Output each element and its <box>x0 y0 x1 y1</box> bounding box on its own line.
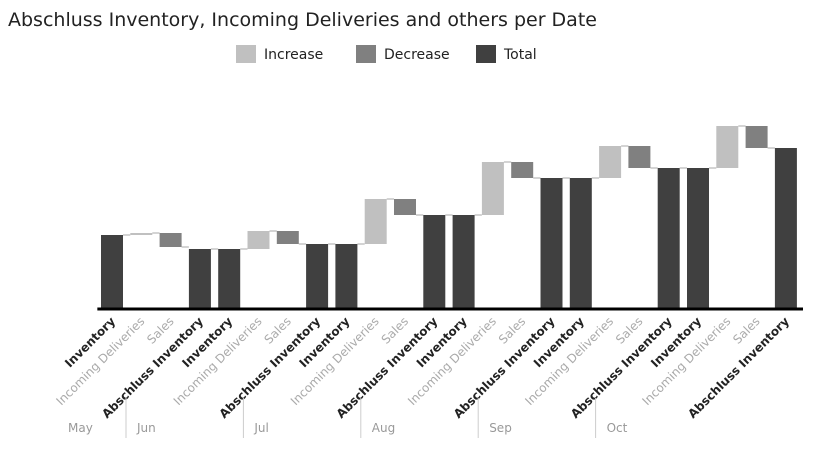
legend-label: Total <box>503 47 537 63</box>
bar <box>130 233 153 235</box>
bar <box>335 244 358 309</box>
bar <box>159 233 182 247</box>
group-label: Jun <box>136 421 156 435</box>
bar <box>218 249 241 309</box>
bar <box>481 162 504 215</box>
chart-title: Abschluss Inventory, Incoming Deliveries… <box>8 9 597 31</box>
bar <box>657 168 680 309</box>
legend-label: Increase <box>264 47 323 63</box>
bar <box>423 215 446 309</box>
bar <box>188 249 211 309</box>
group-label: Aug <box>372 421 395 435</box>
bar <box>511 162 534 178</box>
legend-swatch <box>476 45 496 63</box>
bar <box>247 231 270 249</box>
bar <box>774 148 797 309</box>
bar <box>394 199 416 215</box>
bar <box>452 215 475 309</box>
bar <box>745 126 768 148</box>
group-label: Oct <box>607 421 628 435</box>
bar <box>687 168 709 309</box>
bar <box>716 126 739 168</box>
legend-label: Decrease <box>384 47 450 63</box>
bar <box>276 231 299 244</box>
group-label: May <box>68 421 93 435</box>
bar <box>628 146 651 168</box>
legend-swatch <box>356 45 376 63</box>
bar <box>364 199 387 244</box>
bar <box>540 178 563 309</box>
bar <box>569 178 592 309</box>
bar <box>599 146 622 178</box>
bar <box>306 244 329 309</box>
bar <box>101 235 123 309</box>
legend-swatch <box>236 45 256 63</box>
group-label: Sep <box>489 421 512 435</box>
group-label: Jul <box>253 421 268 435</box>
